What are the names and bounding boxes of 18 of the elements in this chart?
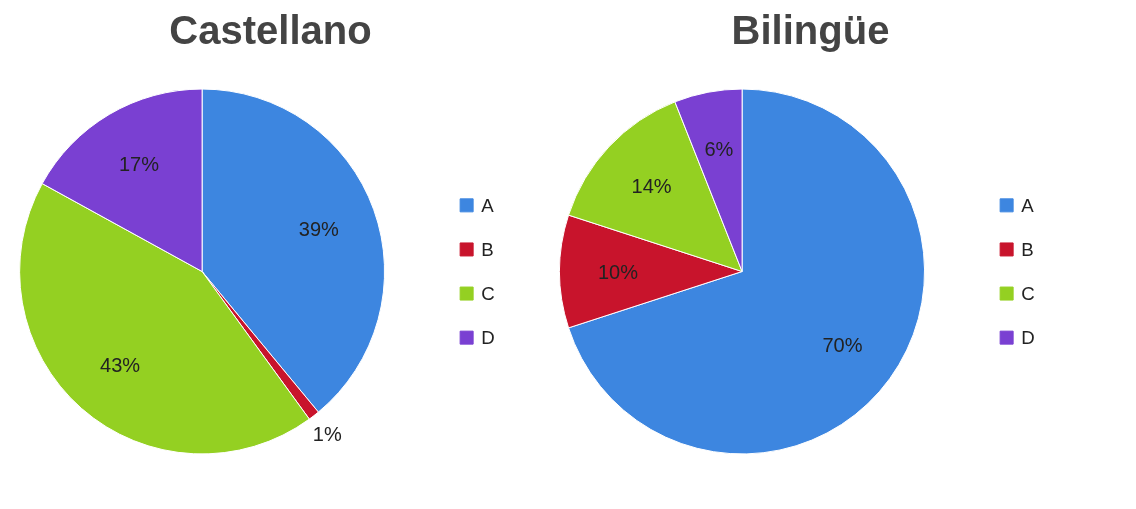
data-label: 70% xyxy=(822,333,863,356)
data-label: 17% xyxy=(118,152,160,175)
data-label: 6% xyxy=(704,137,734,160)
data-label: 10% xyxy=(597,260,639,283)
chart-title: Castellano xyxy=(169,7,372,52)
legend-label: A xyxy=(1021,194,1035,216)
legend-label: A xyxy=(481,194,495,216)
legend-label: B xyxy=(1021,238,1034,260)
data-label: 39% xyxy=(298,218,340,241)
legend-label: C xyxy=(1021,283,1035,305)
data-label: 14% xyxy=(631,174,672,197)
data-label: 1% xyxy=(312,423,342,446)
data-label: 43% xyxy=(100,354,141,377)
legend-label: C xyxy=(481,283,495,305)
legend-label: B xyxy=(481,238,494,260)
chart-title: Bilingüe xyxy=(731,7,890,52)
legend-label: D xyxy=(481,327,495,349)
legend-label: D xyxy=(1021,327,1035,349)
